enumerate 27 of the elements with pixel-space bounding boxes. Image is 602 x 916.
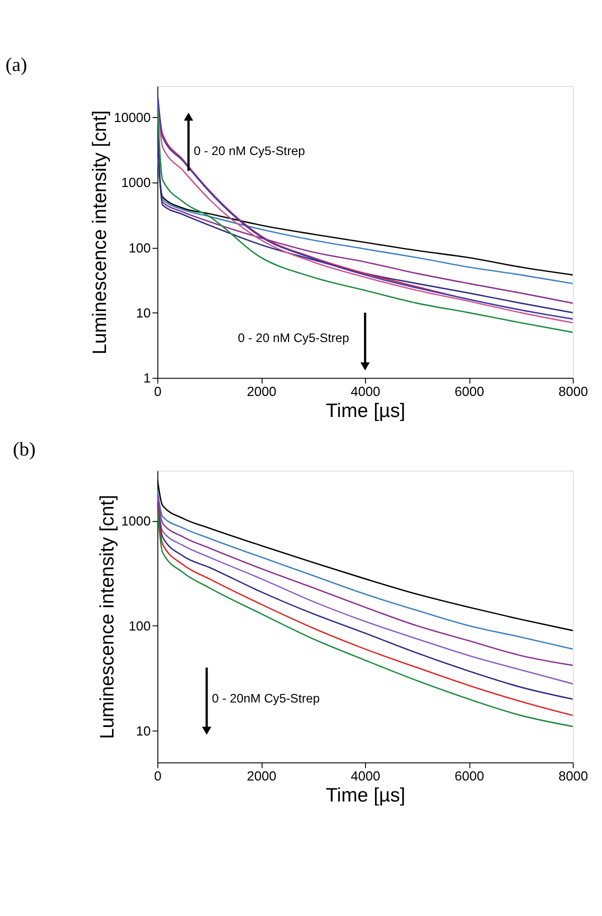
y-tick-label: 1 (143, 370, 151, 386)
y-axis-title: Luminescence intensity [cnt] (88, 110, 111, 355)
x-tick-label: 2000 (246, 384, 276, 399)
y-tick-label: 100 (128, 618, 151, 634)
y-tick-label: 10000 (114, 110, 151, 126)
x-tick-label: 4000 (350, 768, 380, 784)
chart-title: (a) (6, 55, 28, 76)
y-tick-label: 10 (136, 724, 151, 739)
x-axis-title: Time [µs] (326, 400, 406, 422)
annotation: 0 - 20 nM Cy5-Strep (194, 144, 306, 158)
x-tick-label: 8000 (558, 384, 588, 399)
y-tick-label: 10 (136, 306, 151, 321)
y-tick-label: 1000 (121, 514, 151, 529)
x-tick-label: 4000 (350, 384, 380, 399)
x-tick-label: 6000 (454, 384, 484, 399)
x-tick-label: 0 (154, 384, 162, 399)
x-axis-title: Time [µs] (326, 784, 406, 807)
chart-title: (b) (12, 440, 36, 461)
annotation: 0 - 20nM Cy5-Strep (212, 692, 320, 706)
y-axis-title: Luminescence intensity [cnt] (96, 494, 118, 740)
x-tick-label: 0 (154, 768, 162, 784)
annotation: 0 - 20 nM Cy5-Strep (238, 331, 350, 346)
y-tick-label: 100 (128, 240, 151, 256)
y-tick-label: 1000 (121, 175, 151, 190)
x-tick-label: 6000 (454, 768, 484, 784)
x-tick-label: 8000 (558, 768, 588, 784)
x-tick-label: 2000 (246, 768, 276, 784)
